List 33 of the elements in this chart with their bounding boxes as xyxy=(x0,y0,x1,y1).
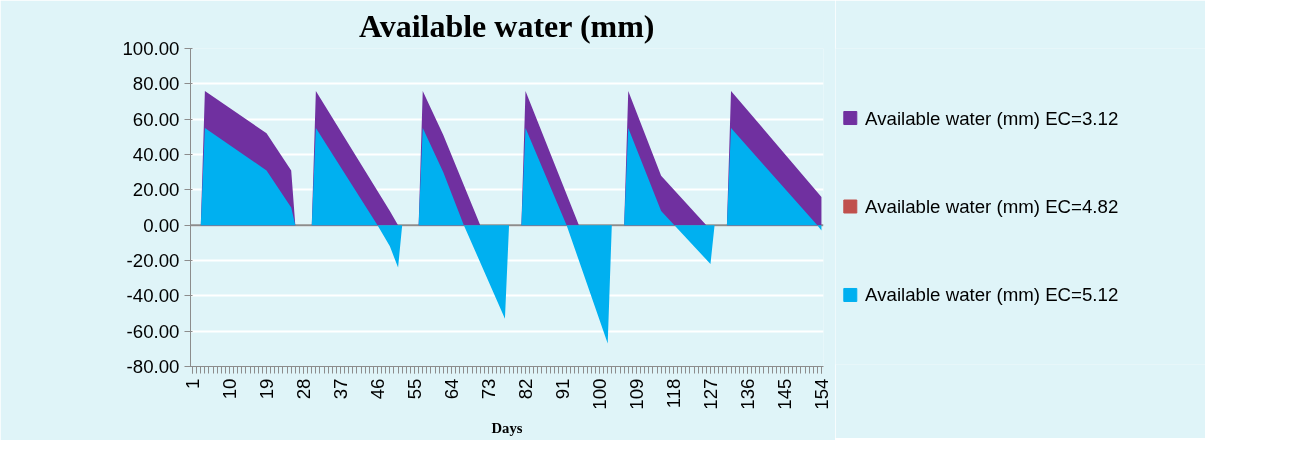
x-tick-label: 19 xyxy=(256,378,278,400)
x-tick-label: 55 xyxy=(404,378,426,400)
x-tick-label: 91 xyxy=(551,378,573,400)
x-tick-label: 1 xyxy=(182,378,204,389)
y-tick-label: 60.00 xyxy=(132,108,180,130)
x-tick-label: 109 xyxy=(625,378,647,410)
legend-label: Available water (mm) EC=5.12 xyxy=(865,284,1119,306)
y-tick-label: 20.00 xyxy=(132,179,180,201)
x-tick-label: 100 xyxy=(588,378,610,410)
chart-title: Available water (mm) xyxy=(358,7,655,44)
y-tick-label: -60.00 xyxy=(126,320,180,342)
x-tick-label: 118 xyxy=(662,378,684,409)
y-tick-label: -20.00 xyxy=(126,250,180,271)
x-tick-label: 64 xyxy=(441,378,463,400)
x-tick-label: 73 xyxy=(478,378,499,400)
y-tick-label: 80.00 xyxy=(132,73,180,95)
legend-label: Available water (mm) EC=3.12 xyxy=(865,107,1119,129)
x-tick-label: 127 xyxy=(699,378,721,410)
legend-label: Available water (mm) EC=4.82 xyxy=(865,196,1119,217)
y-tick-label: 40.00 xyxy=(132,144,180,165)
y-tick-label: 100.00 xyxy=(122,38,180,59)
y-tick-label: 0.00 xyxy=(143,214,180,236)
x-tick-label: 46 xyxy=(367,378,389,400)
x-tick-label: 37 xyxy=(330,378,352,400)
y-tick-label: -40.00 xyxy=(126,285,180,307)
y-tick-label: -80.00 xyxy=(126,356,180,377)
x-tick-label: 10 xyxy=(219,378,241,400)
x-tick-label: 136 xyxy=(736,378,758,410)
x-axis-title: Days xyxy=(491,419,523,436)
x-tick-label: 154 xyxy=(810,378,832,410)
x-tick-label: 82 xyxy=(515,378,536,400)
x-tick-label: 145 xyxy=(773,378,795,410)
x-tick-label: 28 xyxy=(293,378,315,400)
